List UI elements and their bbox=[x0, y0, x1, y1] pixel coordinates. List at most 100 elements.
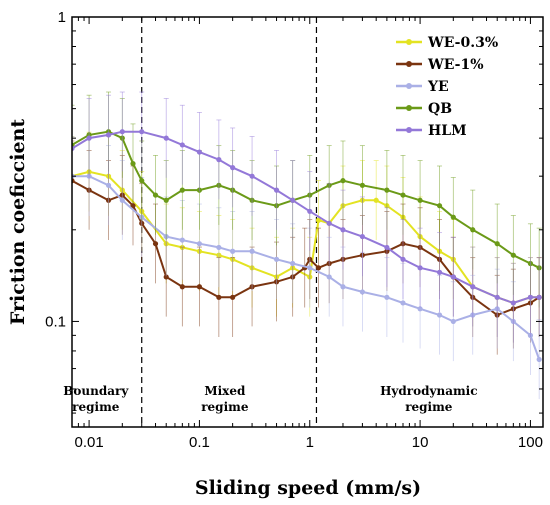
data-point bbox=[527, 294, 534, 300]
data-point bbox=[196, 284, 203, 290]
data-point bbox=[152, 192, 159, 198]
data-point bbox=[139, 178, 145, 184]
data-point bbox=[450, 274, 456, 280]
data-point bbox=[230, 248, 236, 254]
data-point bbox=[273, 187, 280, 193]
legend: WE-0.3% WE-1% YE QB HLM bbox=[396, 35, 498, 139]
x-tick-label: 0.01 bbox=[74, 434, 103, 451]
data-point bbox=[179, 284, 185, 290]
data-point bbox=[400, 300, 406, 306]
data-point bbox=[417, 197, 423, 203]
regime-label: regime bbox=[72, 400, 120, 414]
data-point bbox=[130, 203, 136, 209]
data-point bbox=[536, 294, 542, 300]
x-tick-label: 0.1 bbox=[189, 434, 210, 451]
data-point bbox=[436, 203, 443, 209]
data-point bbox=[307, 265, 313, 271]
legend-item: YE bbox=[396, 79, 449, 95]
data-point bbox=[536, 356, 542, 363]
series-we-1- bbox=[72, 140, 542, 355]
data-point bbox=[510, 300, 516, 306]
data-point bbox=[450, 318, 456, 325]
data-point bbox=[359, 233, 366, 240]
data-point bbox=[340, 227, 346, 233]
legend-swatch-marker bbox=[406, 61, 412, 67]
data-point bbox=[196, 241, 203, 247]
legend-swatch-marker bbox=[406, 83, 412, 89]
regime-label: Boundary bbox=[63, 384, 129, 398]
data-point bbox=[119, 197, 125, 203]
y-axis-title: Friction coeficcient bbox=[7, 119, 29, 325]
data-point bbox=[179, 142, 185, 148]
data-point bbox=[307, 208, 313, 214]
data-point bbox=[340, 178, 346, 184]
legend-item: QB bbox=[396, 101, 452, 117]
data-point bbox=[436, 312, 443, 318]
x-axis-title: Sliding speed (mm/s) bbox=[195, 477, 421, 499]
regime-label: Hydrodynamic bbox=[380, 384, 477, 398]
data-point bbox=[163, 135, 169, 141]
data-point bbox=[494, 241, 500, 247]
legend-label: YE bbox=[427, 79, 449, 95]
data-point bbox=[230, 294, 236, 300]
series-layer bbox=[72, 91, 542, 400]
data-point bbox=[417, 306, 423, 312]
data-point bbox=[152, 241, 159, 247]
data-point bbox=[139, 129, 145, 135]
data-point bbox=[86, 135, 92, 141]
legend-label: WE-1% bbox=[427, 57, 484, 73]
data-point bbox=[163, 197, 169, 203]
data-point bbox=[315, 217, 322, 223]
axes: 0.01 0.1 1 10 100 1 0.1 bbox=[45, 9, 544, 451]
x-tick-label: 100 bbox=[518, 434, 543, 451]
regime-annotations: Boundary regime Mixed regime Hydrodynamic reg… bbox=[63, 17, 478, 427]
data-point bbox=[450, 214, 456, 220]
data-point bbox=[359, 289, 366, 295]
data-point bbox=[400, 256, 406, 262]
data-point bbox=[105, 132, 112, 138]
data-point bbox=[130, 160, 136, 167]
legend-swatch-marker bbox=[406, 105, 412, 111]
data-point bbox=[290, 260, 296, 267]
data-point bbox=[510, 252, 516, 258]
data-point bbox=[249, 248, 255, 254]
x-tick-label: 1 bbox=[306, 434, 314, 451]
data-point bbox=[326, 274, 332, 280]
data-point bbox=[196, 149, 203, 155]
data-point bbox=[315, 265, 322, 271]
data-point bbox=[230, 165, 236, 171]
data-point bbox=[119, 129, 125, 135]
data-point bbox=[373, 197, 379, 203]
data-point bbox=[340, 284, 346, 290]
data-point bbox=[326, 220, 332, 226]
legend-swatch-marker bbox=[406, 127, 412, 133]
data-point bbox=[290, 197, 296, 203]
data-point bbox=[359, 182, 366, 188]
data-point bbox=[216, 157, 222, 163]
legend-label: WE-0.3% bbox=[427, 35, 498, 51]
regime-label: regime bbox=[405, 400, 453, 414]
legend-item: HLM bbox=[396, 123, 467, 139]
legend-item: WE-0.3% bbox=[396, 35, 498, 51]
regime-label: Mixed bbox=[204, 384, 246, 398]
data-point bbox=[470, 284, 476, 290]
data-point bbox=[249, 173, 255, 179]
legend-item: WE-1% bbox=[396, 57, 484, 73]
data-point bbox=[273, 256, 280, 262]
plot-frame bbox=[71, 16, 544, 428]
data-point bbox=[417, 265, 423, 271]
data-point bbox=[470, 227, 476, 233]
data-point bbox=[179, 237, 185, 243]
data-point bbox=[384, 294, 390, 300]
data-point bbox=[163, 274, 169, 280]
data-point bbox=[436, 269, 443, 275]
series-hlm bbox=[72, 91, 542, 343]
data-point bbox=[494, 294, 500, 300]
data-point bbox=[179, 187, 185, 193]
series-we-0-3- bbox=[72, 131, 542, 343]
y-tick-label: 1 bbox=[58, 9, 66, 26]
legend-swatch-marker bbox=[406, 39, 412, 45]
regime-label: regime bbox=[201, 400, 249, 414]
data-point bbox=[400, 192, 406, 198]
